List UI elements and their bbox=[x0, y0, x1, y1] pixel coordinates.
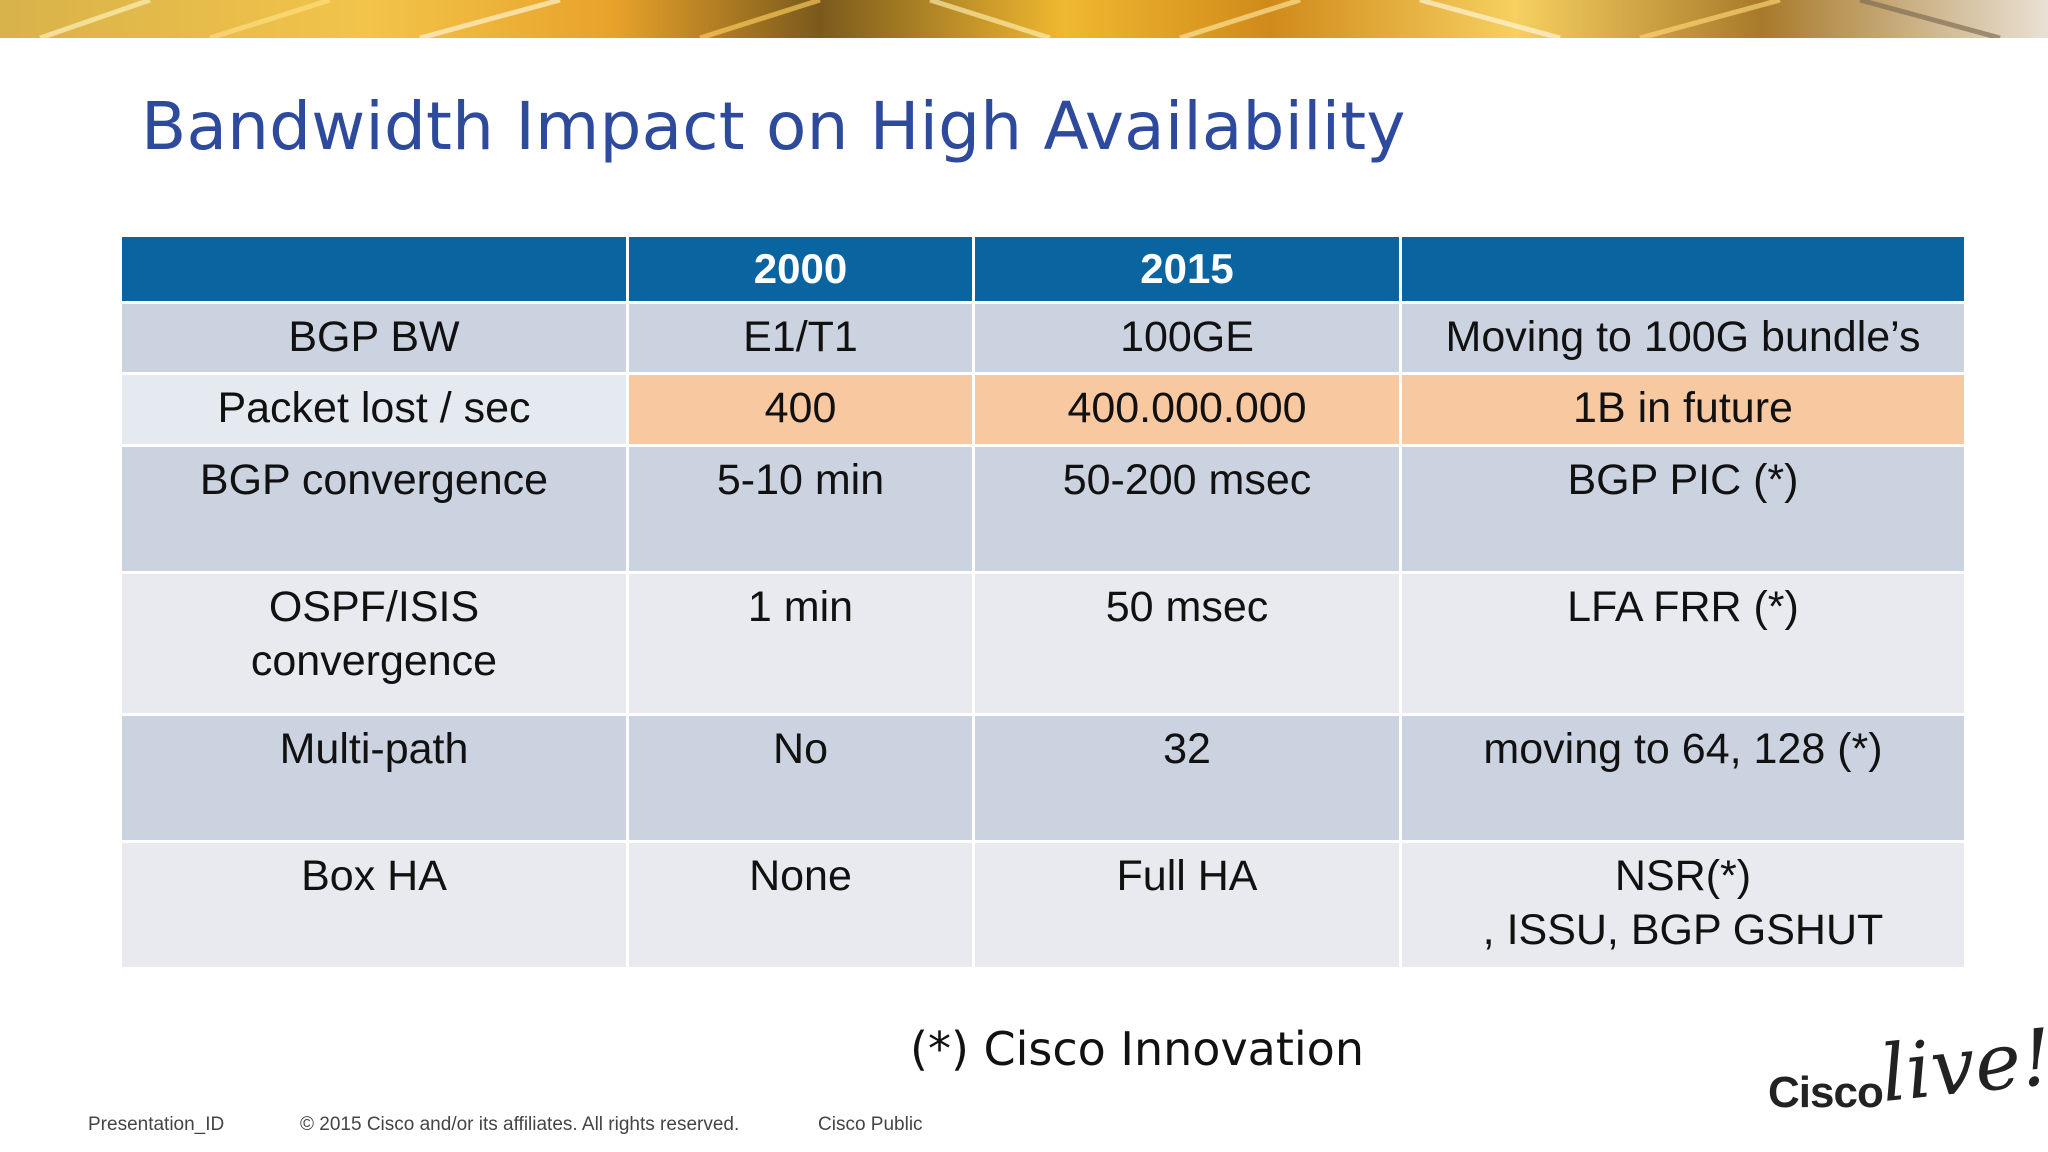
row-label: OSPF/ISIS convergence bbox=[122, 574, 626, 713]
cell-2000: No bbox=[629, 716, 972, 840]
cisco-live-logo: Cisco live! bbox=[1768, 1013, 2048, 1120]
header-cell-future bbox=[1402, 237, 1964, 301]
cell-future: Moving to 100G bundle’s bbox=[1402, 304, 1964, 372]
table-row: BGP convergence 5-10 min 50-200 msec BGP… bbox=[122, 447, 1964, 571]
table-row: Box HA None Full HA NSR(*), ISSU, BGP GS… bbox=[122, 843, 1964, 967]
cell-2015: Full HA bbox=[975, 843, 1399, 967]
cell-future: LFA FRR (*) bbox=[1402, 574, 1964, 713]
cell-2015: 50-200 msec bbox=[975, 447, 1399, 571]
footer-copyright: © 2015 Cisco and/or its affiliates. All … bbox=[300, 1114, 740, 1135]
logo-brand-text: Cisco bbox=[1768, 1068, 1884, 1117]
cell-2015: 50 msec bbox=[975, 574, 1399, 713]
logo-event-text: live! bbox=[1876, 1012, 2048, 1120]
cell-2015: 32 bbox=[975, 716, 1399, 840]
cell-2000: 5-10 min bbox=[629, 447, 972, 571]
comparison-table: 2000 2015 BGP BW E1/T1 100GE Moving to 1… bbox=[119, 234, 1967, 970]
cell-2015: 100GE bbox=[975, 304, 1399, 372]
cell-future: moving to 64, 128 (*) bbox=[1402, 716, 1964, 840]
decorative-banner bbox=[0, 0, 2048, 38]
cell-2000: E1/T1 bbox=[629, 304, 972, 372]
cell-future: BGP PIC (*) bbox=[1402, 447, 1964, 571]
cell-2000: 400 bbox=[629, 375, 972, 444]
footer-classification: Cisco Public bbox=[818, 1114, 923, 1135]
footer-presentation-id: Presentation_ID bbox=[88, 1114, 225, 1135]
table-row: Multi-path No 32 moving to 64, 128 (*) bbox=[122, 716, 1964, 840]
table-row: OSPF/ISIS convergence 1 min 50 msec LFA F… bbox=[122, 574, 1964, 713]
cell-2000: None bbox=[629, 843, 972, 967]
cell-future: NSR(*), ISSU, BGP GSHUT bbox=[1402, 843, 1964, 967]
innovation-footnote: (*) Cisco Innovation bbox=[910, 1022, 1364, 1076]
header-row: 2000 2015 bbox=[122, 237, 1964, 301]
slide-title: Bandwidth Impact on High Availability bbox=[141, 88, 1406, 165]
banner-streaks bbox=[39, 0, 2001, 38]
row-label: BGP convergence bbox=[122, 447, 626, 571]
table-row: Packet lost / sec 400 400.000.000 1B in … bbox=[122, 375, 1964, 444]
cell-future: 1B in future bbox=[1402, 375, 1964, 444]
cell-2015: 400.000.000 bbox=[975, 375, 1399, 444]
row-label: Box HA bbox=[122, 843, 626, 967]
cell-2000: 1 min bbox=[629, 574, 972, 713]
row-label: Multi-path bbox=[122, 716, 626, 840]
row-label: BGP BW bbox=[122, 304, 626, 372]
header-cell-2015: 2015 bbox=[975, 237, 1399, 301]
header-cell-empty bbox=[122, 237, 626, 301]
header-cell-2000: 2000 bbox=[629, 237, 972, 301]
row-label: Packet lost / sec bbox=[122, 375, 626, 444]
table-row: BGP BW E1/T1 100GE Moving to 100G bundle… bbox=[122, 304, 1964, 372]
